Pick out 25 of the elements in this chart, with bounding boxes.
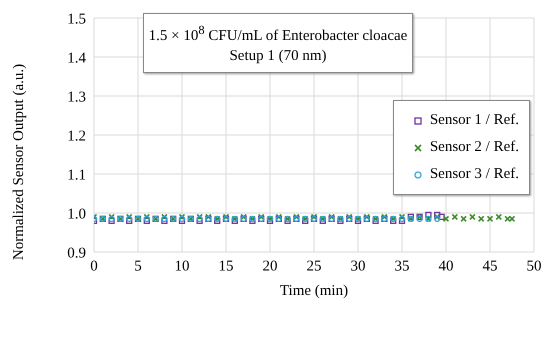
- text: Setup 1 (70 nm): [228, 47, 328, 66]
- x-tick-label: 40: [438, 258, 454, 275]
- x-tick-label: 5: [134, 258, 142, 275]
- x-tick-label: 35: [394, 258, 410, 275]
- x-tick-label: 50: [526, 258, 542, 275]
- y-tick-label: 1.3: [67, 89, 86, 106]
- x-tick-label: 20: [262, 258, 278, 275]
- legend-label: Sensor 1 / Ref.: [430, 112, 519, 129]
- y-tick-label: 1.5: [67, 11, 86, 28]
- text: 1.5 × 10$^{8}$ CFU/mL of Enterobacter cloacae: [148, 22, 408, 46]
- x-tick-label: 30: [350, 258, 366, 275]
- y-tick-label: 0.9: [67, 245, 86, 262]
- x-tick-label: 0: [90, 258, 98, 275]
- y-tick-label: 1.0: [67, 206, 86, 222]
- y-tick-label: 1.4: [67, 50, 86, 66]
- y-tick-label: 1.2: [67, 128, 86, 144]
- x-tick-label: 15: [218, 258, 234, 275]
- legend-label: Sensor 2 / Ref.: [430, 139, 519, 156]
- x-tick-label: 10: [174, 258, 190, 275]
- y-axis-title: Normalized Sensor Output (a.u.): [10, 62, 28, 262]
- x-tick-label: 45: [482, 258, 498, 275]
- x-axis-title: Time (min): [280, 283, 348, 299]
- y-tick-label: 1.1: [67, 167, 86, 184]
- legend-label: Sensor 3 / Ref.: [430, 166, 519, 183]
- x-tick-label: 25: [306, 258, 322, 275]
